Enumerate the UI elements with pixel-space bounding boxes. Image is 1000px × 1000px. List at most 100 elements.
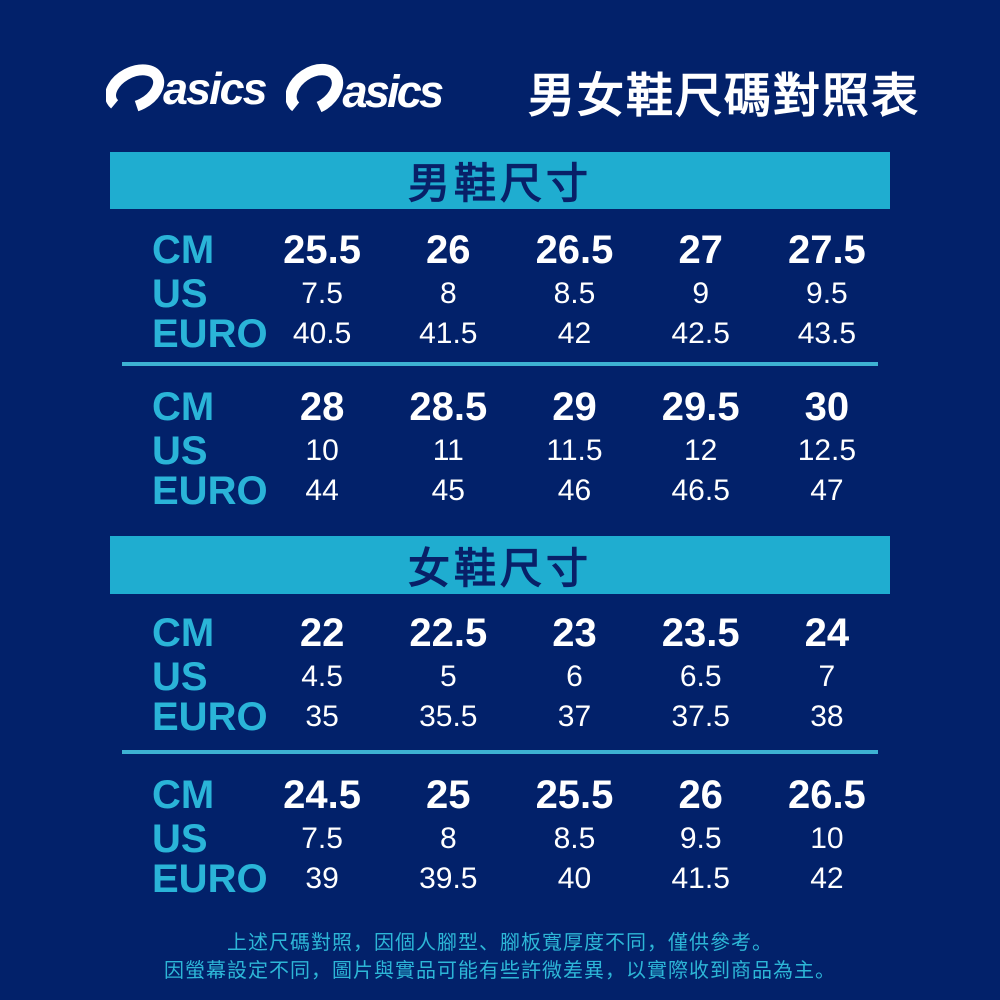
size-cell: 35 — [305, 700, 339, 733]
us-row: US 7.5 8 8.5 9 9.5 — [110, 274, 890, 314]
size-cell: 37 — [557, 700, 592, 733]
size-cell: 9.5 — [679, 822, 722, 855]
size-cell: 12 — [684, 434, 718, 467]
row-label-us: US — [152, 655, 208, 699]
size-cell: 8.5 — [553, 277, 596, 310]
size-cell: 44 — [305, 474, 339, 507]
size-cell: 23.5 — [661, 611, 740, 655]
size-cell: 26.5 — [787, 773, 866, 817]
size-cell: 8 — [439, 822, 457, 855]
size-cell: 27.5 — [787, 228, 866, 272]
asics-wordmark: asics — [342, 66, 443, 117]
size-cell: 35.5 — [419, 700, 478, 733]
women-size-block-2: CM 24.5 25 25.5 26 26.5 US 7.5 8 8.5 9.5… — [110, 771, 890, 899]
size-cell: 25.5 — [283, 228, 362, 272]
euro-row: EURO 40.5 41.5 42 42.5 43.5 — [110, 314, 890, 354]
size-cell: 42 — [557, 317, 592, 350]
size-cell: 9 — [692, 277, 710, 310]
men-section-banner: 男鞋尺寸 — [110, 152, 890, 209]
size-cell: 28 — [299, 385, 345, 429]
size-cell: 22 — [299, 611, 345, 655]
cm-row: CM 22 22.5 23 23.5 24 — [110, 609, 890, 657]
cm-row: CM 28 28.5 29 29.5 30 — [110, 383, 890, 431]
size-cell: 40 — [557, 862, 592, 895]
size-cell: 27 — [678, 228, 723, 272]
row-label-us: US — [152, 272, 208, 316]
size-cell: 25 — [426, 773, 471, 817]
disclaimer-line-1: 上述尺碼對照，因個人腳型、腳板寬厚度不同，僅供參考。 — [227, 932, 773, 954]
men-section-divider — [122, 362, 878, 366]
cm-row: CM 24.5 25 25.5 26 26.5 — [110, 771, 890, 819]
size-cell: 6.5 — [679, 660, 722, 693]
men-size-block-2: CM 28 28.5 29 29.5 30 US 10 11 11.5 12 1… — [110, 383, 890, 511]
euro-row: EURO 35 35.5 37 37.5 38 — [110, 697, 890, 737]
size-cell: 28.5 — [409, 385, 488, 429]
euro-row: EURO 39 39.5 40 41.5 42 — [110, 859, 890, 899]
size-cell: 40.5 — [292, 317, 352, 350]
size-cell: 11.5 — [546, 434, 603, 467]
size-cell: 41.5 — [419, 317, 478, 350]
size-cell: 26.5 — [535, 228, 614, 272]
euro-row: EURO 44 45 46 46.5 47 — [110, 471, 890, 511]
men-section-title: 男鞋尺寸 — [407, 160, 592, 207]
size-cell: 46.5 — [671, 474, 730, 507]
size-cell: 8.5 — [553, 822, 596, 855]
size-cell: 39 — [305, 862, 339, 895]
row-label-cm: CM — [152, 611, 215, 655]
size-cell: 23 — [552, 611, 597, 655]
size-cell: 46 — [557, 474, 592, 507]
row-label-euro: EURO — [152, 857, 268, 901]
row-label-euro: EURO — [152, 469, 268, 513]
size-cell: 7.5 — [301, 277, 343, 310]
size-cell: 41.5 — [671, 862, 730, 895]
size-cell: 29.5 — [661, 385, 740, 429]
row-label-cm: CM — [152, 773, 215, 817]
us-row: US 7.5 8 8.5 9.5 10 — [110, 819, 890, 859]
row-label-cm: CM — [152, 385, 215, 429]
women-section-banner: 女鞋尺寸 — [110, 536, 890, 594]
size-cell: 38 — [810, 700, 844, 733]
row-label-us: US — [152, 429, 208, 473]
size-cell: 25.5 — [535, 773, 614, 817]
women-section-divider — [122, 750, 878, 754]
page-title: 男女鞋尺碼對照表 — [528, 69, 920, 122]
size-cell: 43.5 — [797, 317, 857, 350]
size-cell: 26 — [678, 773, 723, 817]
size-cell: 6 — [566, 660, 583, 693]
row-label-us: US — [152, 817, 208, 861]
us-row: US 4.5 5 6 6.5 7 — [110, 657, 890, 697]
row-label-euro: EURO — [152, 695, 268, 739]
size-cell: 8 — [439, 277, 457, 310]
asics-logo-icon: asics — [106, 64, 268, 114]
size-cell: 12.5 — [797, 434, 857, 467]
disclaimer-line-2: 因螢幕設定不同，圖片與實品可能有些許微差異，以實際收到商品為主。 — [164, 960, 836, 982]
size-cell: 5 — [439, 660, 457, 693]
women-section-title: 女鞋尺寸 — [407, 544, 592, 592]
size-cell: 7.5 — [301, 822, 343, 855]
size-cell: 7 — [818, 660, 836, 693]
size-cell: 24 — [804, 611, 850, 655]
size-cell: 11 — [432, 434, 464, 467]
cm-row: CM 25.5 26 26.5 27 27.5 — [110, 226, 890, 274]
size-cell: 29 — [552, 385, 597, 429]
size-cell: 42 — [810, 862, 844, 895]
size-cell: 4.5 — [301, 660, 343, 693]
size-cell: 47 — [810, 474, 844, 507]
size-cell: 30 — [804, 385, 850, 429]
row-label-euro: EURO — [152, 312, 268, 356]
men-size-block-1: CM 25.5 26 26.5 27 27.5 US 7.5 8 8.5 9 9… — [110, 226, 890, 354]
asics-tiger-logo-icon: asics — [286, 63, 446, 117]
size-cell: 10 — [305, 434, 339, 467]
size-cell: 37.5 — [671, 700, 730, 733]
size-cell: 42.5 — [671, 317, 730, 350]
size-cell: 22.5 — [409, 611, 488, 655]
women-size-block-1: CM 22 22.5 23 23.5 24 US 4.5 5 6 6.5 7 E… — [110, 609, 890, 737]
size-cell: 24.5 — [283, 773, 362, 817]
size-cell: 9.5 — [806, 277, 848, 310]
size-cell: 26 — [426, 228, 471, 272]
size-cell: 39.5 — [419, 862, 478, 895]
size-cell: 10 — [810, 822, 844, 855]
size-cell: 45 — [431, 474, 465, 507]
row-label-cm: CM — [152, 228, 215, 272]
